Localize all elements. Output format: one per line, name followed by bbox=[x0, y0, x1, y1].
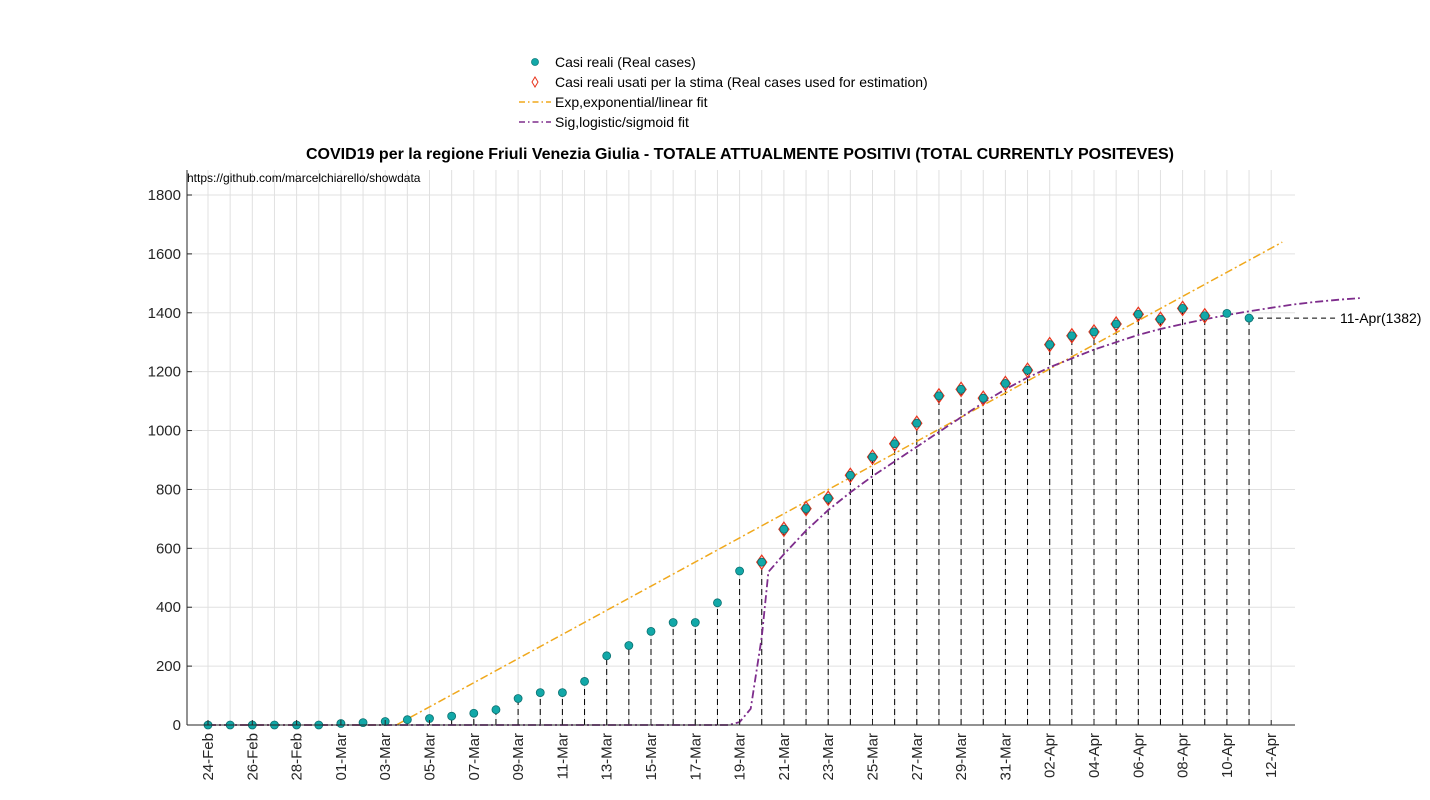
real-case-point bbox=[735, 566, 744, 576]
real-case-point bbox=[1156, 314, 1165, 324]
real-case-point bbox=[1089, 327, 1099, 337]
x-tick-label: 25-Mar bbox=[865, 733, 882, 781]
real-case-point bbox=[956, 384, 966, 394]
y-tick-label: 600 bbox=[156, 540, 181, 557]
x-tick-label: 21-Mar bbox=[776, 733, 793, 781]
y-tick-label: 1200 bbox=[148, 364, 181, 381]
x-tick-label: 19-Mar bbox=[732, 733, 749, 781]
real-case-point bbox=[1244, 313, 1254, 323]
legend-marker-real bbox=[531, 58, 539, 66]
real-case-point bbox=[668, 618, 678, 627]
real-case-point bbox=[1023, 365, 1032, 375]
last-point-annotation: 11-Apr(1382) bbox=[1340, 310, 1421, 326]
x-tick-label: 03-Mar bbox=[377, 733, 394, 781]
real-case-point bbox=[1133, 309, 1143, 319]
axes bbox=[186, 170, 1295, 726]
real-case-point bbox=[646, 626, 656, 636]
real-case-point bbox=[1111, 319, 1121, 329]
real-case-point bbox=[845, 470, 855, 480]
x-tick-label: 13-Mar bbox=[599, 733, 616, 781]
x-tick-label: 01-Mar bbox=[333, 733, 350, 781]
y-tick-label: 1000 bbox=[148, 423, 181, 440]
real-case-point bbox=[624, 641, 634, 650]
legend-label-real: Casi reali (Real cases) bbox=[555, 54, 696, 70]
x-tick-label: 27-Mar bbox=[909, 733, 926, 781]
x-tick-label: 28-Feb bbox=[289, 733, 306, 781]
legend-label-used: Casi reali usati per la stima (Real case… bbox=[555, 74, 928, 90]
real-case-point bbox=[868, 452, 877, 462]
stems bbox=[340, 308, 1250, 725]
y-tick-label: 0 bbox=[173, 717, 181, 734]
x-tick-label: 23-Mar bbox=[820, 733, 837, 781]
y-tick-label: 1600 bbox=[148, 246, 181, 263]
x-tick-label: 17-Mar bbox=[687, 733, 704, 781]
real-case-point bbox=[823, 493, 833, 503]
x-tick-label: 07-Mar bbox=[466, 733, 483, 781]
real-case-point bbox=[713, 598, 722, 608]
x-tick-label: 12-Apr bbox=[1263, 733, 1280, 778]
real-case-point bbox=[1200, 311, 1210, 321]
real-case-point bbox=[402, 715, 412, 725]
real-case-point bbox=[779, 524, 789, 534]
real-case-point bbox=[580, 677, 589, 686]
x-tick-label: 09-Mar bbox=[510, 733, 527, 781]
real-case-point bbox=[934, 391, 944, 401]
real-case-point bbox=[1178, 303, 1187, 313]
real-case-point bbox=[513, 694, 523, 703]
y-tick-label: 200 bbox=[156, 658, 181, 675]
real-case-point bbox=[491, 705, 501, 715]
legend: Casi reali (Real cases) Casi reali usati… bbox=[519, 54, 928, 130]
real-case-point bbox=[447, 711, 457, 721]
x-tick-label: 02-Apr bbox=[1042, 733, 1059, 778]
legend-label-exp: Exp,exponential/linear fit bbox=[555, 94, 708, 110]
y-tick-label: 1800 bbox=[148, 187, 181, 204]
x-tick-label: 05-Mar bbox=[422, 733, 439, 781]
x-tick-label: 26-Feb bbox=[244, 733, 261, 781]
y-tick-label: 1400 bbox=[148, 305, 181, 322]
real-case-point bbox=[602, 651, 612, 661]
x-tick-label: 06-Apr bbox=[1130, 733, 1147, 778]
x-tick-label: 10-Apr bbox=[1219, 733, 1236, 778]
x-tick-label: 04-Apr bbox=[1086, 733, 1103, 778]
x-tick-label: 31-Mar bbox=[997, 733, 1014, 781]
legend-marker-used bbox=[531, 76, 539, 88]
legend-label-sig: Sig,logistic/sigmoid fit bbox=[555, 114, 689, 130]
x-tick-label: 08-Apr bbox=[1175, 733, 1192, 778]
real-case-point bbox=[1001, 379, 1010, 388]
real-case-point bbox=[1067, 331, 1077, 341]
real-case-point bbox=[801, 504, 811, 513]
real-case-point bbox=[890, 439, 900, 449]
chart-title: COVID19 per la regione Friuli Venezia Gi… bbox=[306, 146, 1174, 163]
x-tick-label: 15-Mar bbox=[643, 733, 660, 781]
sigmoid-fit-line bbox=[208, 297, 1360, 726]
real-case-point bbox=[469, 708, 479, 718]
labels: 0 200 400 600 800 1000 1200 1400 1600 1800 24-Feb 2… bbox=[148, 187, 1281, 781]
real-case-point bbox=[558, 688, 567, 698]
real-case-point bbox=[690, 618, 700, 627]
x-tick-label: 24-Feb bbox=[200, 733, 217, 781]
source-note: https://github.com/marcelchiarello/showd… bbox=[187, 171, 421, 185]
real-case-point bbox=[1045, 340, 1055, 349]
real-case-point bbox=[912, 418, 922, 428]
real-case-point bbox=[757, 557, 767, 567]
x-tick-label: 29-Mar bbox=[953, 733, 970, 781]
real-case-point bbox=[535, 688, 545, 698]
y-tick-label: 800 bbox=[156, 481, 181, 498]
real-case-point bbox=[1222, 308, 1232, 318]
y-tick-label: 400 bbox=[156, 599, 181, 616]
x-tick-label: 11-Mar bbox=[554, 733, 571, 779]
real-case-point bbox=[978, 393, 988, 403]
